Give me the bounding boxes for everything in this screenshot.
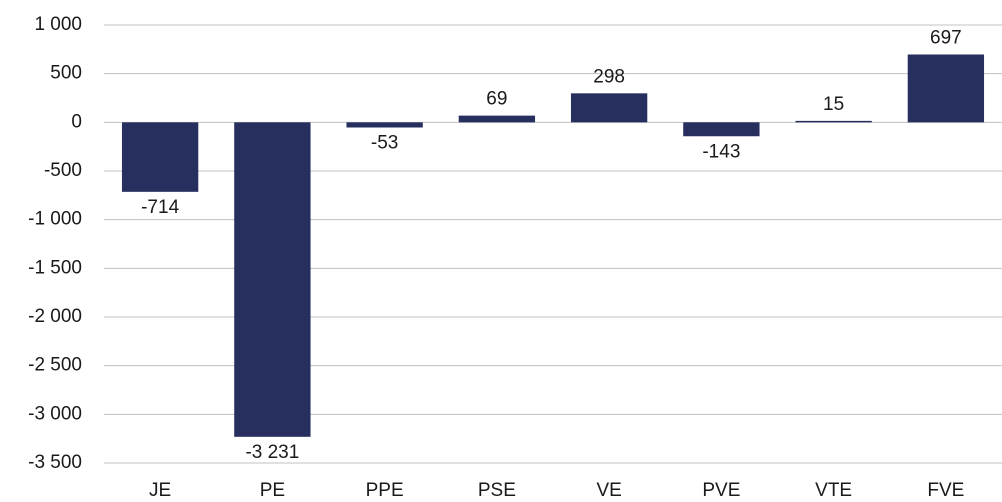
y-tick-label: -2 500 bbox=[28, 355, 82, 376]
x-tick-label: VTE bbox=[815, 480, 852, 501]
bar bbox=[458, 115, 536, 123]
x-tick-label: PPE bbox=[366, 480, 404, 501]
y-tick-label: 0 bbox=[71, 111, 82, 132]
x-tick-label: FVE bbox=[927, 480, 964, 501]
y-tick-label: -500 bbox=[44, 160, 82, 181]
x-tick-label: PSE bbox=[478, 480, 516, 501]
y-tick-label: 1 000 bbox=[34, 14, 82, 35]
bar bbox=[795, 120, 872, 123]
bar bbox=[234, 122, 311, 437]
data-label: -3 231 bbox=[245, 442, 299, 463]
data-label: -143 bbox=[702, 141, 740, 162]
y-tick-label: -3 000 bbox=[28, 403, 82, 424]
bar bbox=[121, 122, 199, 192]
bar bbox=[570, 93, 648, 123]
y-tick-label: -1 500 bbox=[28, 257, 82, 278]
x-tick-label: VE bbox=[596, 480, 621, 501]
data-label: -714 bbox=[141, 197, 179, 218]
y-tick-label: -2 000 bbox=[28, 306, 82, 327]
data-label: 697 bbox=[930, 28, 962, 49]
data-label: 15 bbox=[823, 94, 844, 115]
data-label: 298 bbox=[593, 66, 625, 87]
x-tick-label: PE bbox=[260, 480, 285, 501]
y-tick-label: 500 bbox=[50, 63, 82, 84]
bar bbox=[907, 54, 985, 123]
data-label: 69 bbox=[486, 89, 507, 110]
x-tick-label: PVE bbox=[702, 480, 740, 501]
bar bbox=[346, 122, 423, 128]
x-tick-label: JE bbox=[149, 480, 171, 501]
data-label: -53 bbox=[371, 133, 398, 154]
y-tick-label: -1 000 bbox=[28, 209, 82, 230]
bar bbox=[683, 122, 760, 137]
y-tick-label: -3 500 bbox=[28, 452, 82, 473]
